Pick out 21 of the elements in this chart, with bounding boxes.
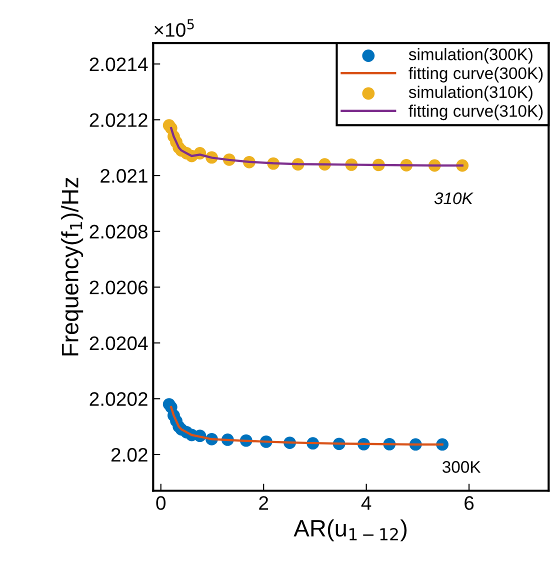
y-axis-title: Frequency(f$_{1}$)/Hz — [61, 178, 84, 356]
legend-label: simulation(310K) — [408, 86, 532, 102]
text: ×10$^{5}$ — [154, 19, 194, 37]
y-tick-label: 2.021 — [100, 169, 148, 183]
y-tick-label: 2.02 — [111, 448, 148, 462]
annotation: 310K — [434, 192, 474, 204]
x-tick-label: 0 — [156, 496, 166, 510]
y-tick-label: 2.0202 — [90, 392, 148, 406]
y-tick-label: 2.0206 — [90, 280, 148, 294]
y-tick-label: 2.0214 — [90, 57, 148, 72]
x-tick-label: 6 — [464, 496, 474, 510]
y-tick-label: 2.0204 — [90, 336, 148, 350]
x-axis-title: AR(u$_{1−12}$) — [294, 519, 407, 542]
legend-label: fitting curve(300K) — [408, 66, 543, 82]
y-tick-label: 2.0212 — [90, 113, 148, 127]
x-tick-label: 4 — [361, 496, 372, 510]
y-tick-label: 2.0208 — [90, 224, 148, 239]
legend-label: simulation(300K) — [408, 48, 532, 64]
x-tick-label: 2 — [259, 496, 268, 510]
annotation: 300K — [442, 461, 481, 473]
legend-label: fitting curve(310K) — [408, 104, 543, 120]
